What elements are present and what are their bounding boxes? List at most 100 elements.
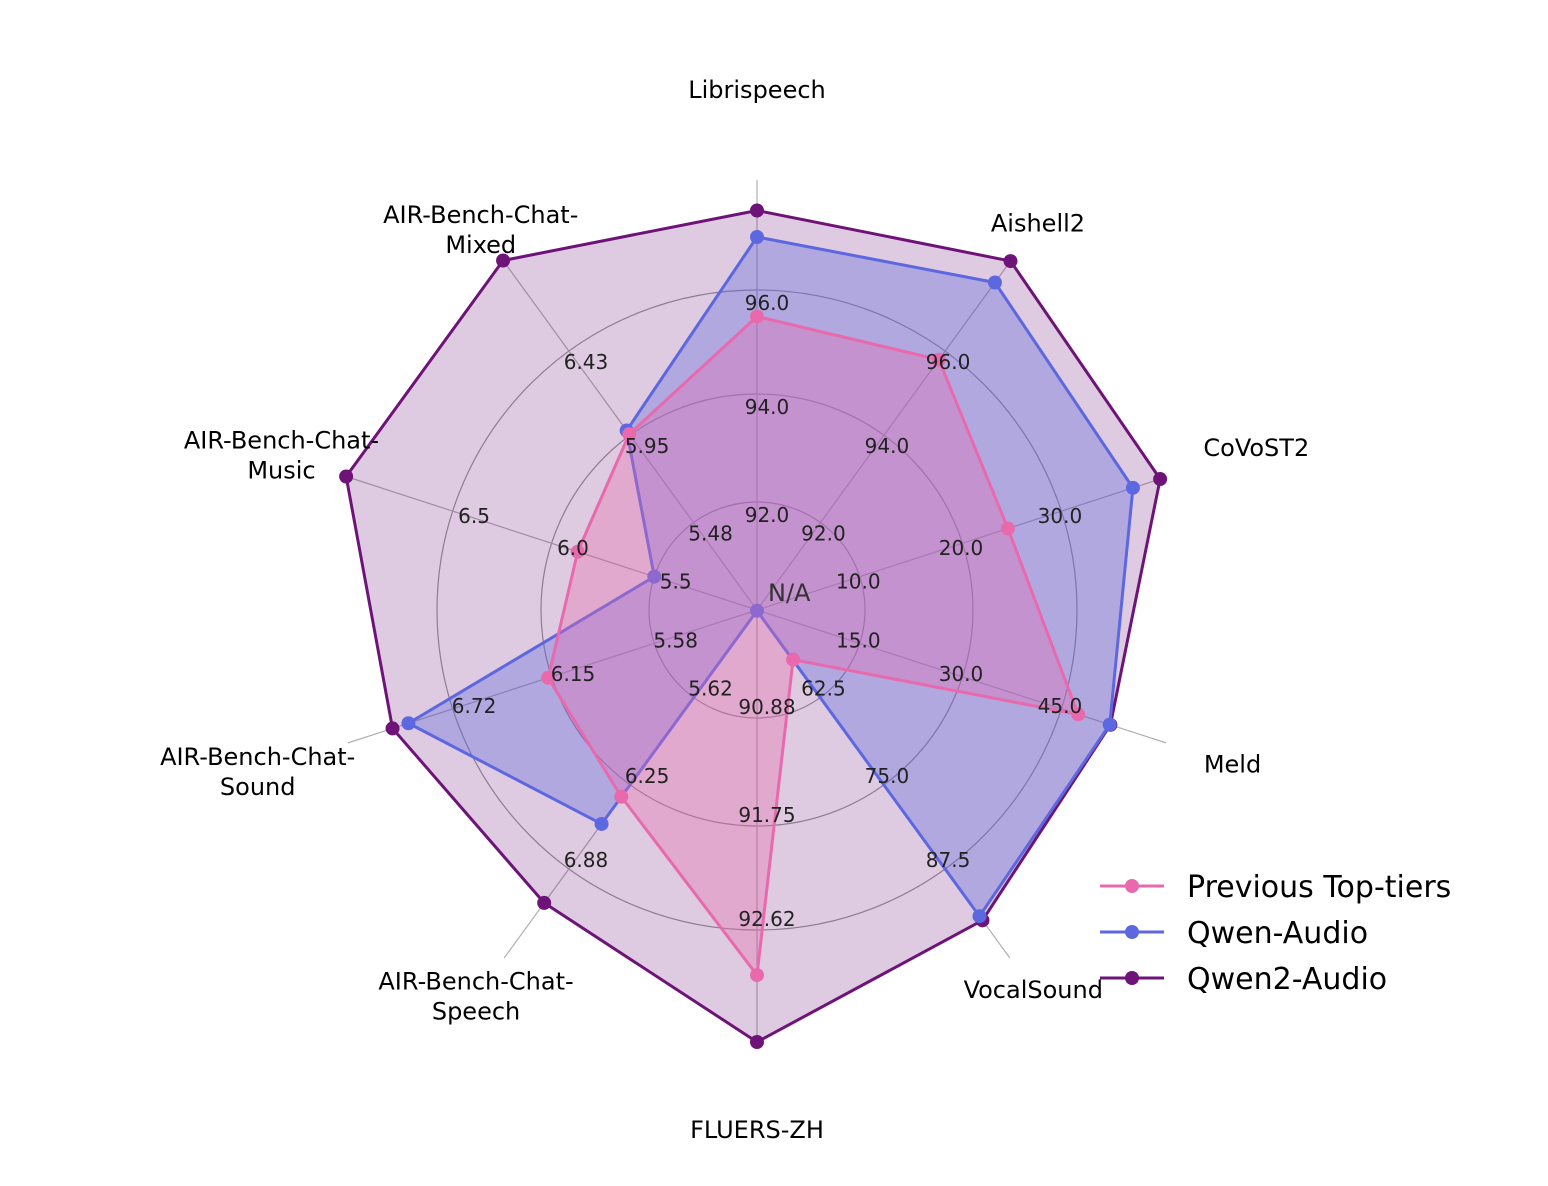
axis-label-line: AIR-Bench-Chat- [184, 426, 379, 454]
legend-label: Qwen2-Audio [1187, 962, 1387, 997]
axis-label-line: Music [247, 456, 315, 484]
tick-label: 20.0 [939, 536, 984, 560]
data-point [647, 569, 662, 584]
chart-legend: Previous Top-tiers Qwen-Audio Qwen2-Audio [1100, 870, 1451, 997]
radar-tick-labels: 92.0 94.0 96.0 92.0 94.0 96.0 10.0 20.0 30.0 15.0… [452, 291, 1082, 931]
data-point [1003, 254, 1018, 269]
data-point [750, 968, 764, 983]
tick-label: 92.62 [738, 907, 795, 931]
axis-label-line: CoVoST2 [1203, 434, 1309, 462]
axis-label: CoVoST2 [1203, 434, 1309, 462]
axis-label: Librispeech [688, 76, 825, 104]
tick-label: 10.0 [836, 569, 881, 593]
legend-item: Previous Top-tiers [1100, 870, 1451, 905]
axis-label: Meld [1204, 751, 1261, 779]
data-point [1071, 707, 1086, 722]
legend-item: Qwen2-Audio [1100, 962, 1387, 997]
axis-spoke-3 [756, 476, 1167, 611]
axis-label-line: AIR-Bench-Chat- [160, 743, 355, 771]
data-point [786, 652, 801, 667]
data-point [570, 544, 585, 559]
tick-label: 15.0 [836, 629, 881, 653]
axis-label: AIR-Bench-Chat-Speech [378, 968, 573, 1026]
data-point [987, 275, 1002, 290]
tick-label: 5.58 [653, 629, 698, 653]
data-point [1153, 472, 1168, 487]
tick-label: 6.15 [551, 662, 596, 686]
data-point [750, 1035, 764, 1049]
tick-label: 5.5 [660, 569, 692, 593]
data-point [496, 253, 511, 268]
tick-label: 5.95 [625, 434, 670, 458]
tick-label: 6.0 [557, 536, 589, 560]
axis-label: VocalSound [964, 976, 1103, 1004]
axis-label-line: AIR-Bench-Chat- [378, 968, 573, 996]
axis-label-line: Librispeech [688, 76, 825, 104]
data-point [750, 603, 764, 618]
series-area [548, 316, 1079, 976]
data-point [385, 721, 400, 736]
tick-label: 5.62 [688, 677, 733, 701]
legend-label: Qwen-Audio [1187, 916, 1368, 951]
axis-label-line: Mixed [445, 231, 516, 259]
data-point [1102, 717, 1117, 732]
tick-label: 6.5 [458, 504, 490, 528]
tick-label: 45.0 [1038, 694, 1083, 718]
series-area [346, 210, 1161, 1042]
legend-label: Previous Top-tiers [1187, 870, 1451, 905]
legend-item: Qwen-Audio [1100, 916, 1368, 951]
tick-label: 6.72 [452, 694, 497, 718]
data-point [750, 203, 764, 218]
axis-label: Aishell2 [991, 209, 1085, 237]
data-point [1125, 480, 1140, 495]
tick-label: 75.0 [865, 764, 910, 788]
tick-label: 87.5 [926, 848, 971, 872]
data-point [537, 895, 552, 910]
axis-label-line: Aishell2 [991, 209, 1085, 237]
tick-label: 62.5 [801, 677, 846, 701]
center-label: N/A [768, 579, 811, 607]
axis-spoke-4 [756, 609, 1167, 744]
tick-label: 6.43 [564, 350, 609, 374]
data-point [614, 789, 629, 804]
tick-label: 96.0 [926, 350, 971, 374]
tick-label: 6.25 [625, 764, 670, 788]
tick-label: 5.48 [688, 521, 733, 545]
axis-spoke-2 [756, 261, 1011, 611]
data-point [541, 670, 556, 685]
axis-label-line: VocalSound [964, 976, 1103, 1004]
tick-label: 30.0 [939, 662, 984, 686]
axis-label-line: Meld [1204, 751, 1261, 779]
legend-marker [1125, 971, 1139, 985]
tick-label: 91.75 [738, 803, 795, 827]
series-qwen2-audio [339, 203, 1168, 1049]
tick-label: 6.88 [564, 848, 609, 872]
axis-label: FLUERS-ZH [690, 1116, 824, 1144]
axis-spoke-9 [347, 476, 758, 611]
data-point [622, 427, 637, 442]
data-point [750, 309, 764, 324]
axis-label-line: Sound [220, 773, 296, 801]
axis-label-line: Speech [432, 998, 520, 1026]
tick-label: 30.0 [1038, 504, 1083, 528]
radar-series [339, 203, 1168, 1049]
data-point [339, 469, 354, 484]
data-point [931, 352, 946, 367]
series-previous-top-tiers [541, 309, 1086, 983]
data-point [1000, 521, 1015, 536]
radar-axis-labels: Librispeech Aishell2 CoVoST2 Meld VocalSound… [160, 76, 1309, 1144]
axis-label-line: AIR-Bench-Chat- [383, 201, 578, 229]
axis-label: AIR-Bench-Chat-Music [184, 426, 379, 484]
data-point [594, 816, 609, 831]
axis-label-line: FLUERS-ZH [690, 1116, 824, 1144]
tick-label: 94.0 [745, 395, 790, 419]
tick-label: 96.0 [745, 291, 790, 315]
tick-label: 90.88 [738, 695, 795, 719]
axis-label: AIR-Bench-Chat-Sound [160, 743, 355, 801]
tick-label: 94.0 [865, 434, 910, 458]
data-point [401, 716, 416, 731]
data-point [972, 909, 987, 924]
